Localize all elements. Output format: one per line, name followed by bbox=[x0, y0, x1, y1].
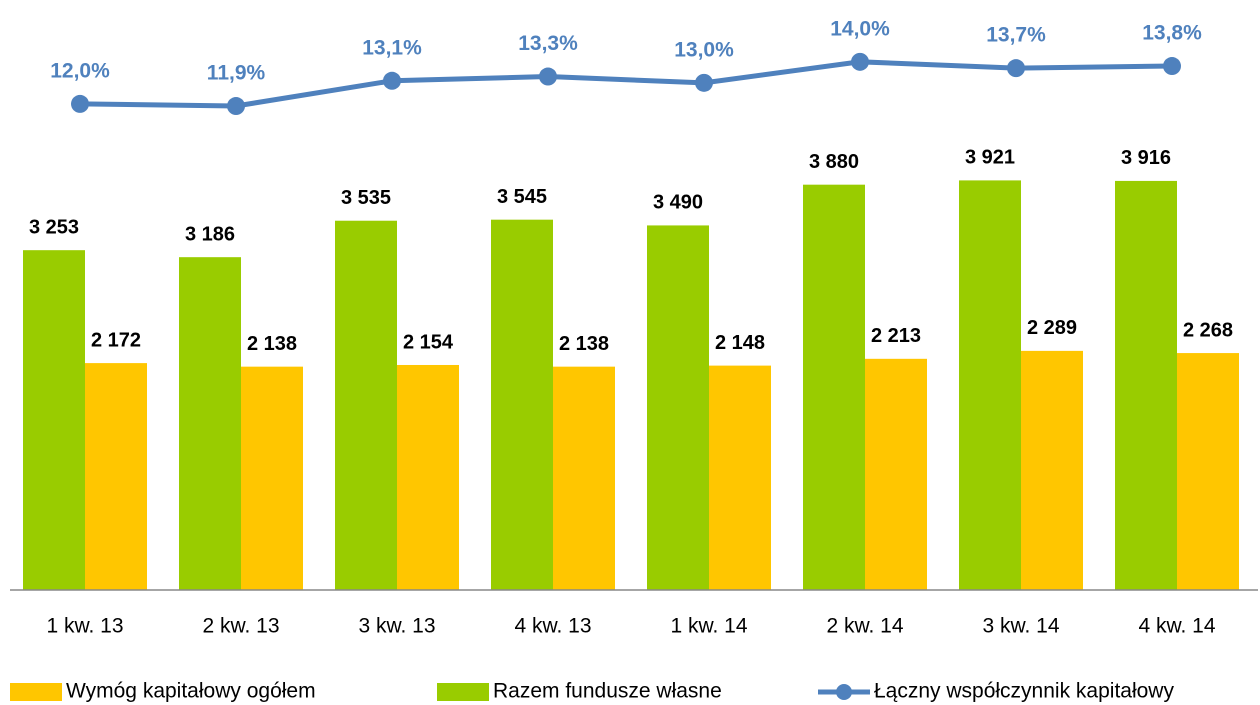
bar bbox=[397, 364, 459, 590]
value-label: 2 138 bbox=[559, 333, 609, 355]
value-label: 2 172 bbox=[91, 329, 141, 351]
x-tick-label: 1 kw. 13 bbox=[46, 615, 123, 638]
line-label: 13,0% bbox=[674, 38, 734, 61]
value-label: 3 186 bbox=[185, 223, 235, 245]
line-point bbox=[695, 73, 713, 92]
line-label: 13,3% bbox=[518, 32, 578, 55]
bar bbox=[647, 225, 709, 590]
x-tick-label: 4 kw. 14 bbox=[1138, 615, 1215, 638]
legend-dot bbox=[836, 684, 852, 700]
bar bbox=[23, 250, 85, 590]
bar bbox=[491, 219, 553, 590]
bar bbox=[803, 184, 865, 590]
value-label: 2 154 bbox=[403, 331, 454, 353]
line-label: 14,0% bbox=[830, 17, 890, 40]
line-point bbox=[1163, 57, 1181, 76]
legend-swatch bbox=[10, 683, 62, 701]
line-point bbox=[227, 97, 245, 116]
line-point bbox=[71, 94, 89, 113]
line-point bbox=[851, 52, 869, 71]
legend-label: Wymóg kapitałowy ogółem bbox=[66, 680, 316, 703]
line-label: 13,7% bbox=[986, 24, 1046, 47]
line-label: 13,1% bbox=[362, 36, 422, 59]
value-label: 3 490 bbox=[653, 192, 703, 214]
value-label: 2 148 bbox=[715, 332, 765, 354]
value-label: 3 545 bbox=[497, 186, 547, 208]
x-tick-label: 2 kw. 13 bbox=[202, 615, 279, 638]
value-label: 3 535 bbox=[341, 187, 391, 209]
x-tick-label: 4 kw. 13 bbox=[514, 615, 591, 638]
bar bbox=[709, 365, 771, 590]
bar bbox=[959, 180, 1021, 590]
line bbox=[79, 59, 1173, 109]
x-tick-label: 3 kw. 14 bbox=[982, 615, 1059, 638]
line-label: 13,8% bbox=[1142, 22, 1202, 45]
x-tick-label: 2 kw. 14 bbox=[826, 615, 903, 638]
bar bbox=[1021, 350, 1083, 590]
line-point bbox=[1007, 59, 1025, 78]
value-label: 3 880 bbox=[809, 151, 859, 173]
value-label: 2 138 bbox=[247, 333, 297, 355]
value-label: 2 268 bbox=[1183, 319, 1233, 341]
legend-label: Razem fundusze własne bbox=[493, 680, 722, 703]
line-point bbox=[383, 71, 401, 90]
value-label: 3 916 bbox=[1121, 147, 1171, 169]
value-label: 3 921 bbox=[965, 147, 1015, 169]
value-label: 2 213 bbox=[871, 325, 921, 347]
x-tick-label: 3 kw. 13 bbox=[358, 615, 435, 638]
bar bbox=[241, 366, 303, 590]
line-point bbox=[539, 67, 557, 86]
bar bbox=[335, 220, 397, 590]
line-label: 11,9% bbox=[207, 62, 266, 85]
bar bbox=[1177, 353, 1239, 590]
legend-swatch bbox=[437, 683, 489, 701]
x-tick-label: 1 kw. 14 bbox=[670, 615, 747, 638]
value-label: 2 289 bbox=[1027, 317, 1077, 339]
bar bbox=[1115, 180, 1177, 591]
legend-label: Łączny współczynnik kapitałowy bbox=[874, 680, 1174, 703]
bar bbox=[179, 257, 241, 590]
bar bbox=[85, 363, 147, 590]
line-label: 12,0% bbox=[50, 59, 110, 82]
bar bbox=[865, 358, 927, 590]
bar bbox=[553, 366, 615, 590]
value-label: 3 253 bbox=[29, 216, 79, 238]
